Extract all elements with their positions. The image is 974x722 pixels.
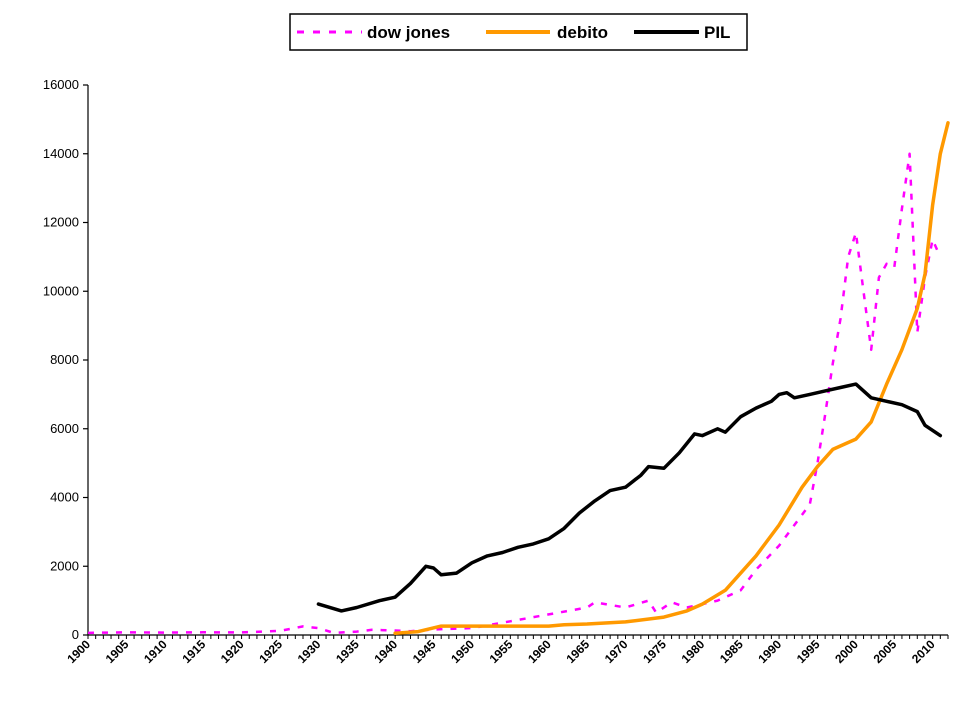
y-tick-label: 0 xyxy=(72,627,79,642)
y-tick-label: 6000 xyxy=(50,421,79,436)
legend-label-dow-jones: dow jones xyxy=(367,23,450,42)
y-tick-label: 8000 xyxy=(50,352,79,367)
series-line-pil xyxy=(316,382,943,613)
y-tick-label: 16000 xyxy=(43,77,79,92)
y-tick-label: 2000 xyxy=(50,558,79,573)
y-tick-label: 12000 xyxy=(43,215,79,230)
legend-label-debito: debito xyxy=(557,23,608,42)
series-line-debito xyxy=(393,121,950,636)
y-tick-label: 10000 xyxy=(43,283,79,298)
legend: dow jones debito PIL xyxy=(289,13,748,51)
legend-label-pil: PIL xyxy=(704,23,730,42)
y-axis: 0 2000 4000 6000 8000 10000 12000 14000 16000 xyxy=(43,77,89,642)
y-tick-label: 14000 xyxy=(43,146,79,161)
y-tick-label: 4000 xyxy=(50,490,79,505)
plot-lines xyxy=(87,121,950,636)
